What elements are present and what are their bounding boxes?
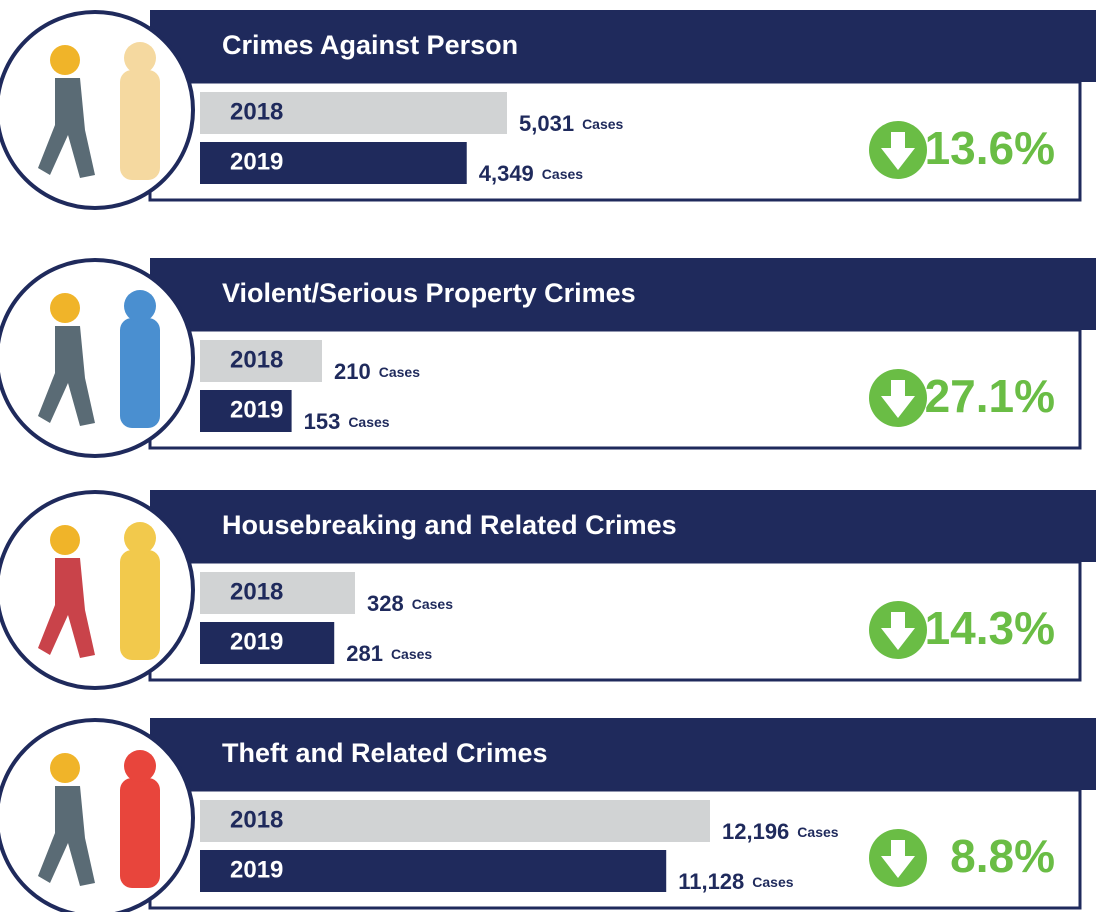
down-arrow xyxy=(881,840,915,878)
year-label: 2019 xyxy=(230,148,283,175)
bar xyxy=(200,142,467,184)
value-label: 12,196 Cases xyxy=(722,819,839,844)
value-unit: Cases xyxy=(542,166,583,182)
change-label: 13.6% xyxy=(925,122,1055,174)
value-label: 4,349 Cases xyxy=(479,161,584,186)
bar xyxy=(200,340,322,382)
icon-circle xyxy=(0,490,195,690)
change-label: 8.8% xyxy=(950,830,1055,882)
icon-shape xyxy=(50,753,80,783)
value-number: 5,031 xyxy=(519,111,574,136)
icon-shape xyxy=(50,525,80,555)
icon-shape xyxy=(124,522,156,554)
icon-circle xyxy=(0,10,195,210)
bar xyxy=(200,622,335,664)
down-arrow xyxy=(881,132,915,170)
bar xyxy=(200,92,507,134)
value-label: 11,128 Cases xyxy=(678,869,794,894)
panel-header xyxy=(150,490,1096,562)
value-number: 4,349 xyxy=(479,161,534,186)
value-label: 328 Cases xyxy=(367,591,453,616)
year-label: 2019 xyxy=(230,856,283,883)
value-unit: Cases xyxy=(412,596,453,612)
change-label: 27.1% xyxy=(925,370,1055,422)
icon-shape xyxy=(124,42,156,74)
panel-title: Violent/Serious Property Crimes xyxy=(222,278,636,308)
change-label: 14.3% xyxy=(925,602,1055,654)
value-number: 12,196 xyxy=(722,819,789,844)
year-label: 2019 xyxy=(230,396,283,423)
value-unit: Cases xyxy=(379,364,420,380)
year-label: 2018 xyxy=(230,806,283,833)
value-number: 210 xyxy=(334,359,371,384)
down-arrow xyxy=(881,612,915,650)
value-number: 328 xyxy=(367,591,404,616)
value-unit: Cases xyxy=(582,116,623,132)
panel-title: Housebreaking and Related Crimes xyxy=(222,510,677,540)
bar xyxy=(200,572,355,614)
year-label: 2019 xyxy=(230,628,283,655)
bar xyxy=(200,390,292,432)
icon-shape xyxy=(120,318,160,428)
year-label: 2018 xyxy=(230,578,283,605)
bar xyxy=(200,800,710,842)
panel-title: Crimes Against Person xyxy=(222,30,518,60)
icon-circle xyxy=(0,258,195,458)
value-unit: Cases xyxy=(752,874,793,890)
value-number: 153 xyxy=(304,409,341,434)
icon-shape xyxy=(38,78,95,178)
value-number: 11,128 xyxy=(678,869,744,894)
icon-shape xyxy=(124,750,156,782)
icon-shape xyxy=(50,45,80,75)
panel-header xyxy=(150,258,1096,330)
icon-shape xyxy=(38,558,95,658)
bar xyxy=(200,850,667,892)
panel-header xyxy=(150,718,1096,790)
value-unit: Cases xyxy=(391,646,432,662)
panel-title: Theft and Related Crimes xyxy=(222,738,548,768)
icon-shape xyxy=(38,786,95,886)
value-unit: Cases xyxy=(797,824,838,840)
icon-shape xyxy=(124,290,156,322)
panel-header xyxy=(150,10,1096,82)
value-unit: Cases xyxy=(348,414,389,430)
icon-shape xyxy=(120,778,160,888)
value-label: 281 Cases xyxy=(346,641,432,666)
year-label: 2018 xyxy=(230,346,283,373)
value-label: 5,031 Cases xyxy=(519,111,624,136)
value-label: 210 Cases xyxy=(334,359,420,384)
value-number: 281 xyxy=(346,641,383,666)
year-label: 2018 xyxy=(230,98,283,125)
icon-shape xyxy=(120,70,160,180)
icon-shape xyxy=(38,326,95,426)
value-label: 153 Cases xyxy=(304,409,390,434)
icon-circle xyxy=(0,718,195,917)
icon-shape xyxy=(120,550,160,660)
down-arrow xyxy=(881,380,915,418)
icon-shape xyxy=(50,293,80,323)
